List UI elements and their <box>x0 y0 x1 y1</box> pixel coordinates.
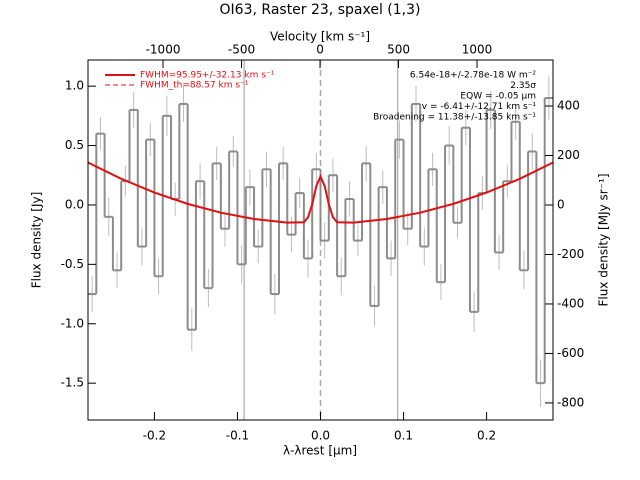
x-tick-label: 0.1 <box>394 429 413 443</box>
x2-tick-label: 1000 <box>462 43 493 57</box>
y-tick-label: 1.0 <box>65 79 84 93</box>
y2-tick-label: -200 <box>557 247 584 261</box>
y2-tick-label: -400 <box>557 296 584 310</box>
y2-tick-label: 400 <box>557 99 580 113</box>
x-tick-label: -0.1 <box>226 429 249 443</box>
y2-tick-label: 0 <box>557 197 565 211</box>
annotation: Broadening = 11.38+/-13.85 km s⁻¹ <box>373 113 536 123</box>
legend-label: FWHM=95.95+/-32.13 km s⁻¹ <box>140 71 275 81</box>
y-tick-label: -1.0 <box>61 316 84 330</box>
y-axis-label: Flux density [Jy] <box>30 192 44 289</box>
annotation: 2.35σ <box>510 81 536 91</box>
y-tick-label: -0.5 <box>61 257 84 271</box>
fit-line <box>87 161 554 224</box>
y-tick-label: 0.5 <box>65 138 84 152</box>
x2-tick-label: 500 <box>387 43 410 57</box>
y2-tick-label: 200 <box>557 148 580 162</box>
y-tick-label: -1.5 <box>61 376 84 390</box>
x2-tick-label: 0 <box>316 43 324 57</box>
x-tick-label: 0.2 <box>477 429 496 443</box>
y2-tick-label: -600 <box>557 346 584 360</box>
chart-title: OI63, Raster 23, spaxel (1,3) <box>220 2 421 18</box>
x2-tick-label: -500 <box>228 43 255 57</box>
x2-axis-label: Velocity [km s⁻¹] <box>270 30 370 44</box>
x2-tick-label: -1000 <box>146 43 181 57</box>
x-axis-label: λ-λrest [μm] <box>283 444 357 458</box>
annotation: 6.54e-18+/-2.78e-18 W m⁻² <box>410 71 537 81</box>
y2-axis-label: Flux density [MJy sr⁻¹] <box>597 173 611 306</box>
x-tick-label: 0.0 <box>311 429 330 443</box>
annotation: EQW = -0.05 μm <box>460 92 536 102</box>
x-tick-label: -0.2 <box>143 429 166 443</box>
y-tick-label: 0.0 <box>65 197 84 211</box>
legend-label: FWHM_th=88.57 km s⁻¹ <box>140 81 249 91</box>
y2-tick-label: -800 <box>557 395 584 409</box>
annotation: v = -6.41+/-12.71 km s⁻¹ <box>422 102 537 112</box>
